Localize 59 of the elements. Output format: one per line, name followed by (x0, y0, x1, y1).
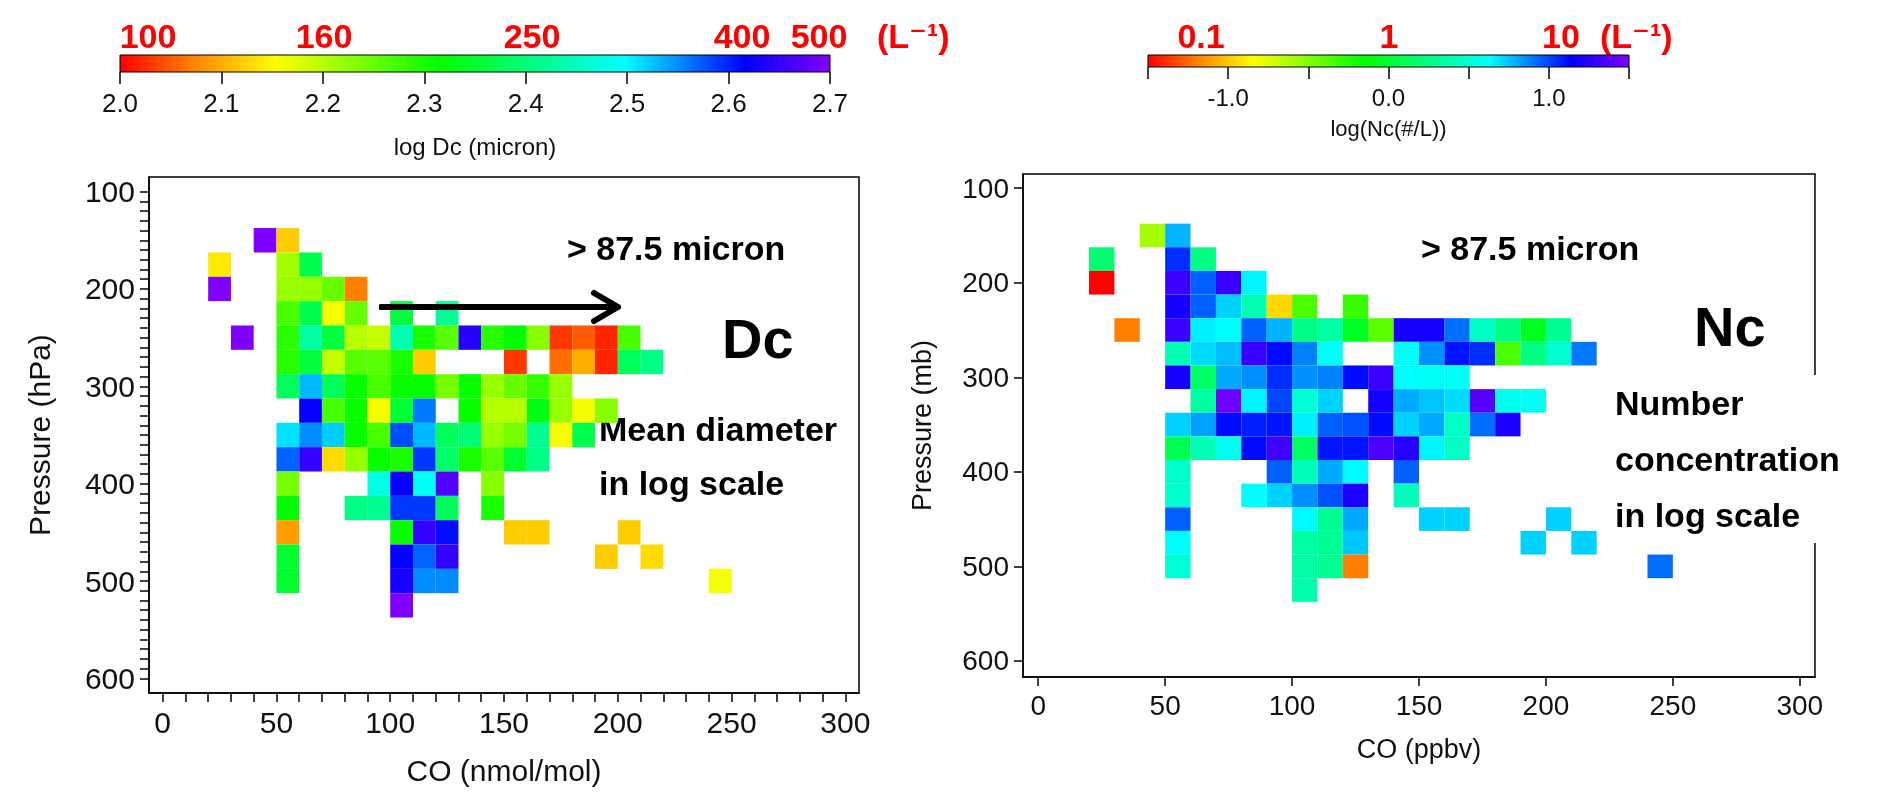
x-tick-label: 50 (1149, 689, 1181, 721)
annotation: > 87.5 micron (1421, 229, 1640, 267)
text: 400 (713, 17, 771, 55)
text: 100 (119, 17, 177, 55)
x-tick-label: 150 (1395, 689, 1443, 721)
y-axis-title: Pressure (mb) (906, 339, 937, 512)
x-tick-label: 300 (1776, 689, 1824, 721)
y-tick-label: 500 (962, 550, 1009, 582)
text: (L⁻¹) (1600, 17, 1673, 55)
text: 160 (295, 17, 353, 55)
annotation: Dc (722, 306, 794, 370)
y-tick-label: 300 (962, 361, 1009, 393)
x-tick-label: 300 (820, 705, 871, 739)
text: 1 (1379, 17, 1399, 55)
x-tick-label: 150 (478, 705, 530, 739)
color-bar-label: 2.1 (203, 88, 240, 118)
x-tick-label: 250 (1649, 689, 1697, 721)
x-tick-label: 100 (1268, 689, 1316, 721)
color-bar-title: log Dc (micron) (393, 132, 557, 160)
color-bar-label: 2.0 (101, 88, 139, 118)
x-tick-label: 0 (1030, 689, 1047, 721)
y-tick-label: 200 (962, 267, 1009, 299)
color-bar-label: 2.6 (710, 88, 747, 118)
x-tick-label: 250 (706, 705, 757, 739)
text: (L⁻¹) (877, 17, 950, 55)
y-tick-label: 600 (962, 645, 1009, 677)
text: 250 (503, 17, 561, 55)
y-tick-label: 300 (84, 369, 135, 403)
y-tick-label: 400 (962, 456, 1009, 488)
y-tick-label: 500 (84, 564, 135, 598)
x-tick-label: 200 (1522, 689, 1570, 721)
color-bar-label: 2.7 (811, 88, 849, 118)
x-axis-title: CO (ppbv) (1356, 733, 1482, 764)
annotation: Number concentration in log scale (1615, 384, 1840, 534)
text: 0.1 (1177, 17, 1225, 55)
x-axis-title: CO (nmol/mol) (406, 753, 602, 787)
color-bar-label: 2.5 (609, 88, 646, 118)
annotation: > 87.5 micron (567, 229, 786, 267)
text: 500 (790, 17, 848, 55)
text: 10 (1542, 17, 1580, 55)
y-axis-title: Pressure (hPa) (22, 334, 56, 536)
color-bar-title: log(Nc(#/L)) (1330, 115, 1447, 141)
y-tick-label: 100 (962, 172, 1009, 204)
annotation: Nc (1694, 294, 1766, 358)
x-tick-label: 100 (365, 705, 416, 739)
color-bar-label: 2.4 (507, 88, 544, 118)
y-tick-label: 100 (84, 175, 135, 209)
color-bar-label: -1.0 (1207, 83, 1249, 111)
x-tick-label: 0 (154, 705, 171, 739)
y-tick-label: 200 (84, 272, 135, 306)
x-tick-label: 50 (259, 705, 294, 739)
color-bar-label: 2.2 (304, 88, 341, 118)
color-bar-label: 0.0 (1371, 83, 1406, 111)
color-bar-label: 2.3 (406, 88, 443, 118)
y-tick-label: 600 (84, 661, 135, 695)
x-tick-label: 200 (592, 705, 643, 739)
y-tick-label: 400 (84, 467, 135, 501)
annotation: Mean diameter in log scale (599, 410, 838, 502)
color-bar-label: 1.0 (1532, 83, 1566, 111)
